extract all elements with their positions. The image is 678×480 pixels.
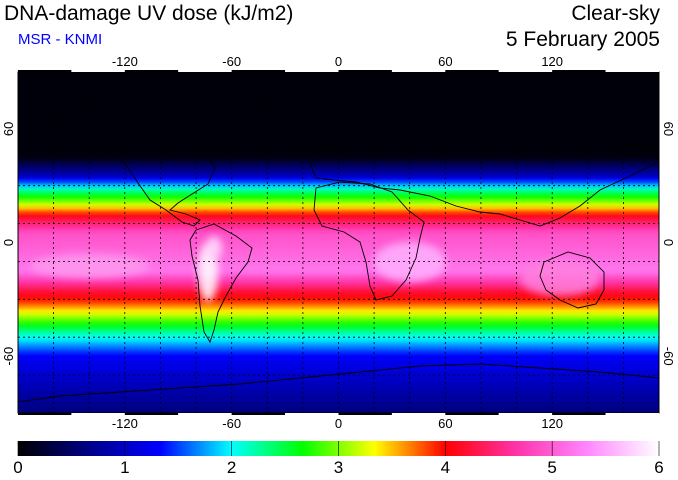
frame-bar [231,413,286,415]
frame-bar [338,70,392,72]
latitude-tick-label: 0 [661,239,676,246]
frame-bar [498,413,553,415]
frame-bar [391,413,446,415]
longitude-tick-label: -120 [112,416,138,431]
latitude-tick-label: 60 [1,122,16,136]
colorbar-tick-label: 0 [13,458,23,477]
graticule [18,72,659,413]
longitude-tick-label: -60 [222,416,241,431]
coast-africa [313,181,425,301]
map-title: DNA-damage UV dose (kJ/m2) [4,2,294,25]
colorbar-tick-label: 4 [440,458,451,477]
colorbar-ticks [17,441,660,456]
latitude-tick-label: -60 [1,347,16,366]
frame-bar [18,413,72,415]
frame-bar [605,70,659,72]
frame-bar [18,70,72,72]
longitude-labels: -120 -120 -60 -60 0 0 60 60 120 120 [112,54,563,431]
latitude-tick-label: -60 [661,347,676,366]
frame-bar [552,70,606,72]
frame-bar [178,413,232,415]
coast-europe-asia [309,129,659,227]
frame-bar [71,413,125,415]
frame-bar [445,70,499,72]
longitude-tick-label: 120 [541,416,563,431]
frame-bar [285,413,339,415]
latitude-tick-label: 0 [1,239,16,246]
frame-bar [338,413,392,415]
longitude-tick-label: 120 [541,54,563,69]
latitude-tick-label: 60 [661,122,676,136]
longitude-tick-label: 0 [335,416,342,431]
frame-bar [445,413,499,415]
colorbar-tick-label: 3 [333,458,344,477]
altiplano-high-dose-patch [206,236,222,260]
frame-bar [231,70,286,72]
data-source-label: MSR - KNMI [18,31,103,48]
coast-australia [539,251,605,309]
frame-bar [552,413,606,415]
colorbar-tick-label: 2 [226,458,237,477]
longitude-tick-label: 60 [438,54,452,69]
coast-greenland [231,101,287,137]
coast-north-america [49,103,216,227]
colorbar-tick-label: 1 [120,458,130,477]
pacific-high-dose-patch [30,254,150,278]
frame-bar [124,413,179,415]
frame-bar [124,70,179,72]
frame-ticks [18,70,659,415]
longitude-tick-label: -60 [222,54,241,69]
longitude-tick-label: 60 [438,416,452,431]
longitude-tick-label: -120 [112,54,138,69]
coast-south-america [189,223,253,344]
latitude-labels: 60 60 0 0 -60 -60 [1,122,676,366]
frame-bar [71,70,125,72]
frame-bar [498,70,553,72]
colorbar-tick-label: 5 [547,458,557,477]
colorbar-tick-label: 6 [654,458,664,477]
map-date: 5 February 2005 [505,28,660,51]
frame-bar [605,413,659,415]
frame-bar [285,70,339,72]
australia-high-dose-patch [520,260,600,296]
frame-bar [391,70,446,72]
longitude-tick-label: 0 [335,54,342,69]
frame-bar [178,70,232,72]
sky-condition-label: Clear-sky [571,2,660,25]
